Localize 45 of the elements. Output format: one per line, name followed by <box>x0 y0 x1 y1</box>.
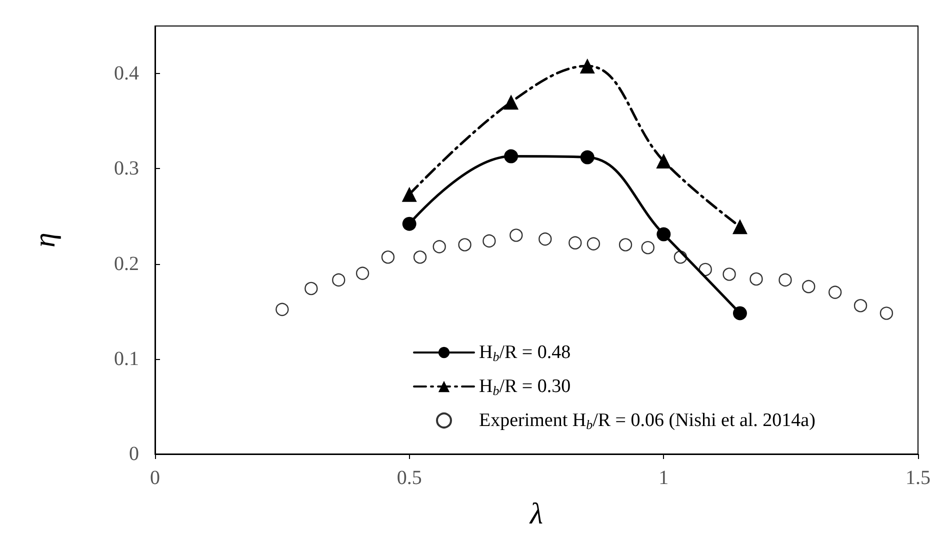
point <box>722 268 736 281</box>
point <box>656 154 672 169</box>
point <box>504 94 519 110</box>
x-tick-label: 0 <box>150 467 160 489</box>
point <box>568 236 582 250</box>
y-tick-label: 0 <box>129 443 139 465</box>
x-tick-label: 0.5 <box>396 467 422 489</box>
point <box>402 186 417 202</box>
point <box>732 306 747 320</box>
x-axis-title: λ <box>529 498 543 530</box>
y-tick-label: 0.4 <box>114 62 139 85</box>
point <box>674 250 688 264</box>
point <box>580 58 595 74</box>
point <box>586 237 600 250</box>
point <box>641 241 654 254</box>
y-tick-label: 0.3 <box>114 158 139 180</box>
point <box>332 273 346 287</box>
point <box>698 262 712 276</box>
point <box>432 240 446 254</box>
point <box>732 219 748 234</box>
point <box>510 228 523 242</box>
y-axis-title: η <box>28 232 62 248</box>
point <box>880 306 894 320</box>
point <box>854 299 868 312</box>
point <box>504 149 518 164</box>
point <box>802 280 816 294</box>
point <box>356 266 370 280</box>
point <box>482 234 496 248</box>
y-tick-label: 0.2 <box>114 252 139 275</box>
point <box>413 250 427 264</box>
point <box>304 282 318 296</box>
x-tick-label: 1 <box>658 467 669 489</box>
point <box>618 238 632 252</box>
point <box>381 250 395 264</box>
point <box>276 302 289 316</box>
point <box>580 150 594 164</box>
point <box>828 286 842 299</box>
point <box>402 216 416 231</box>
point <box>750 272 763 286</box>
point <box>458 238 472 252</box>
point <box>538 232 552 246</box>
point <box>778 273 792 287</box>
x-tick-label: 1.5 <box>906 467 930 489</box>
y-tick-label: 0.1 <box>114 348 139 370</box>
point <box>656 227 671 242</box>
